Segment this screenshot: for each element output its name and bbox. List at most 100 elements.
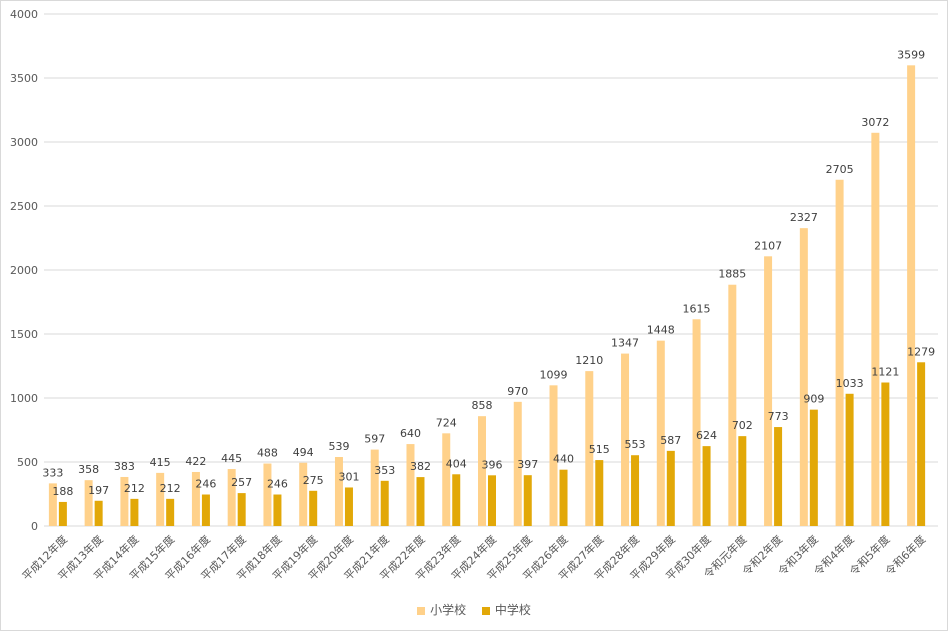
bar-junior-high [881, 382, 890, 526]
bar-junior-high [666, 450, 675, 526]
bar-elementary [227, 469, 236, 526]
bar-junior-high [809, 409, 818, 526]
bar-elementary [871, 132, 880, 526]
legend-item-elementary: 小学校 [417, 601, 466, 618]
bar-elementary [621, 353, 630, 526]
data-label-junior-high: 212 [124, 482, 145, 495]
bar-junior-high [845, 393, 854, 526]
data-label-elementary: 640 [400, 427, 421, 440]
bar-junior-high [523, 475, 532, 526]
data-label-junior-high: 212 [160, 482, 181, 495]
bar-elementary [835, 179, 844, 526]
bar-elementary [84, 480, 93, 526]
bar-elementary [907, 65, 916, 526]
data-label-junior-high: 773 [768, 410, 789, 423]
bar-junior-high [237, 493, 246, 526]
bar-elementary [728, 284, 737, 526]
data-label-elementary: 445 [221, 452, 242, 465]
y-tick-label: 3000 [10, 136, 38, 149]
data-label-elementary: 2327 [790, 211, 818, 224]
bar-junior-high [631, 455, 640, 526]
y-tick-label: 2000 [10, 264, 38, 277]
data-label-junior-high: 397 [517, 458, 538, 471]
bar-elementary [549, 385, 558, 526]
data-label-elementary: 970 [507, 385, 528, 398]
data-label-junior-high: 396 [482, 458, 503, 471]
bar-elementary [120, 476, 129, 526]
bar-junior-high [94, 500, 103, 526]
bar-elementary [513, 401, 522, 526]
y-tick-label: 4000 [10, 8, 38, 21]
data-label-elementary: 383 [114, 460, 135, 473]
data-label-elementary: 597 [364, 433, 385, 446]
y-tick-label: 500 [17, 456, 38, 469]
bar-junior-high [309, 490, 318, 526]
bar-elementary [48, 483, 57, 526]
data-label-elementary: 333 [42, 466, 63, 479]
data-label-junior-high: 587 [660, 434, 681, 447]
data-label-junior-high: 257 [231, 476, 252, 489]
data-label-elementary: 724 [436, 416, 457, 429]
data-label-junior-high: 246 [195, 478, 216, 491]
bar-junior-high [452, 474, 461, 526]
data-label-junior-high: 197 [88, 484, 109, 497]
data-label-elementary: 3599 [897, 48, 925, 61]
data-label-elementary: 415 [150, 456, 171, 469]
data-label-elementary: 1210 [575, 354, 603, 367]
data-label-elementary: 2107 [754, 239, 782, 252]
bar-elementary [334, 457, 343, 526]
bar-junior-high [917, 362, 926, 526]
data-label-elementary: 488 [257, 447, 278, 460]
bar-junior-high [774, 427, 783, 526]
bar-junior-high [130, 498, 139, 526]
y-tick-label: 1000 [10, 392, 38, 405]
legend: 小学校 中学校 [0, 601, 948, 618]
data-label-junior-high: 553 [625, 438, 646, 451]
bar-elementary [799, 228, 808, 527]
data-label-elementary: 1885 [718, 268, 746, 281]
bar-elementary [442, 433, 451, 526]
data-label-elementary: 1448 [647, 324, 675, 337]
data-label-junior-high: 1033 [836, 377, 864, 390]
legend-swatch-junior-high [481, 606, 490, 615]
bar-elementary [656, 340, 665, 526]
bar-junior-high [738, 436, 747, 526]
bar-elementary [299, 462, 308, 526]
bar-junior-high [58, 501, 67, 526]
y-tick-label: 2500 [10, 200, 38, 213]
data-label-elementary: 1099 [540, 368, 568, 381]
data-label-junior-high: 702 [732, 419, 753, 432]
bar-junior-high [595, 460, 604, 526]
bar-elementary [692, 319, 701, 526]
bar-junior-high [201, 494, 210, 526]
bar-junior-high [273, 494, 282, 526]
data-label-junior-high: 624 [696, 429, 717, 442]
y-tick-label: 1500 [10, 328, 38, 341]
bar-junior-high [488, 475, 496, 526]
bar-elementary [585, 371, 594, 526]
data-label-elementary: 1347 [611, 337, 639, 350]
data-label-junior-high: 440 [553, 453, 574, 466]
data-label-junior-high: 246 [267, 478, 288, 491]
bar-chart: 05001000150020002500300035004000333188平成… [10, 8, 938, 583]
bar-elementary [478, 416, 486, 526]
bar-elementary [191, 471, 200, 526]
data-label-elementary: 358 [78, 463, 99, 476]
legend-label-junior-high: 中学校 [494, 603, 531, 617]
bar-elementary [406, 444, 415, 526]
data-label-junior-high: 382 [410, 460, 431, 473]
data-label-elementary: 422 [185, 455, 206, 468]
data-label-junior-high: 1279 [907, 345, 935, 358]
bar-junior-high [559, 469, 568, 526]
data-label-junior-high: 301 [338, 470, 359, 483]
data-label-junior-high: 275 [303, 474, 324, 487]
bar-junior-high [702, 446, 711, 526]
bar-elementary [370, 449, 379, 526]
bar-elementary [263, 463, 272, 526]
y-tick-label: 0 [31, 520, 38, 533]
data-label-junior-high: 515 [589, 443, 610, 456]
data-label-junior-high: 1121 [871, 366, 899, 379]
bar-junior-high [416, 477, 425, 526]
bar-junior-high [166, 498, 175, 526]
data-label-elementary: 2705 [826, 163, 854, 176]
